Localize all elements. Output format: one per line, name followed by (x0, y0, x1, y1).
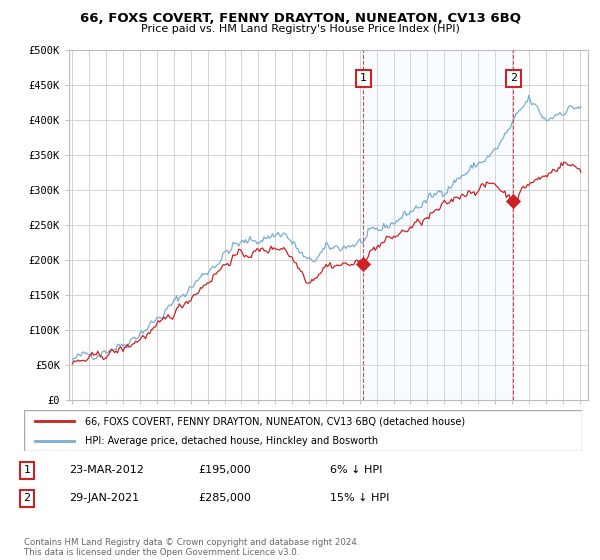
Text: 6% ↓ HPI: 6% ↓ HPI (330, 465, 382, 475)
Text: 1: 1 (360, 73, 367, 83)
Text: HPI: Average price, detached house, Hinckley and Bosworth: HPI: Average price, detached house, Hinc… (85, 436, 379, 446)
Text: £285,000: £285,000 (198, 493, 251, 503)
Text: 23-MAR-2012: 23-MAR-2012 (69, 465, 144, 475)
Text: 15% ↓ HPI: 15% ↓ HPI (330, 493, 389, 503)
Text: 1: 1 (23, 465, 31, 475)
Text: 2: 2 (23, 493, 31, 503)
Point (359, 259, 368, 268)
Text: 2: 2 (510, 73, 517, 83)
Text: 29-JAN-2021: 29-JAN-2021 (69, 493, 139, 503)
Point (508, 197, 518, 206)
Text: Contains HM Land Registry data © Crown copyright and database right 2024.
This d: Contains HM Land Registry data © Crown c… (24, 538, 359, 557)
Text: 66, FOXS COVERT, FENNY DRAYTON, NUNEATON, CV13 6BQ (detached house): 66, FOXS COVERT, FENNY DRAYTON, NUNEATON… (85, 417, 466, 426)
Text: Price paid vs. HM Land Registry's House Price Index (HPI): Price paid vs. HM Land Registry's House … (140, 24, 460, 34)
Bar (364, 50, 513, 400)
Text: £195,000: £195,000 (198, 465, 251, 475)
Text: 66, FOXS COVERT, FENNY DRAYTON, NUNEATON, CV13 6BQ: 66, FOXS COVERT, FENNY DRAYTON, NUNEATON… (79, 12, 521, 25)
